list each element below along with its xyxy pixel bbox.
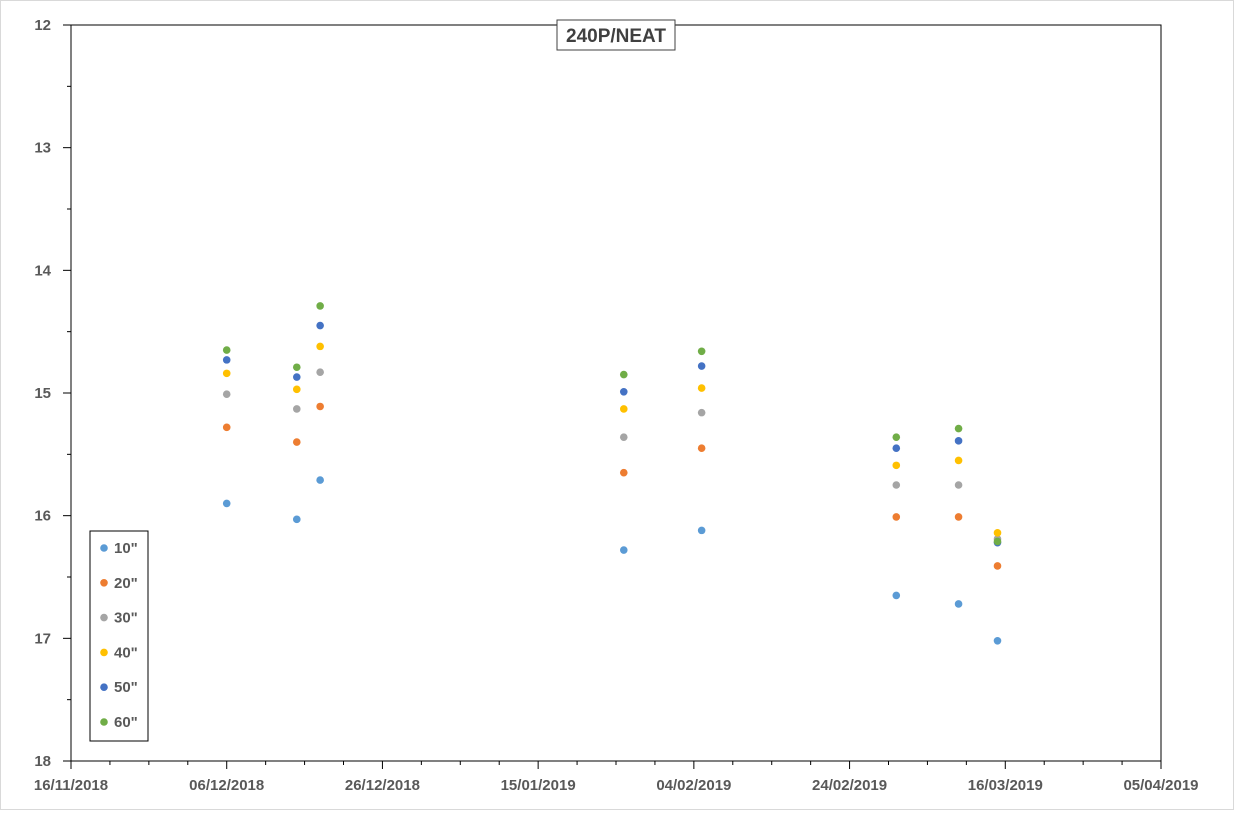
legend-marker bbox=[100, 613, 108, 622]
data-point bbox=[619, 433, 628, 441]
y-tick-label: 14 bbox=[34, 262, 51, 279]
legend-label: 50" bbox=[114, 679, 138, 696]
legend-label: 20" bbox=[114, 575, 138, 592]
data-point bbox=[993, 529, 1002, 537]
x-tick-label: 16/03/2019 bbox=[968, 777, 1043, 794]
data-point bbox=[892, 591, 901, 600]
data-point bbox=[892, 433, 901, 441]
data-point bbox=[222, 356, 231, 364]
legend-marker bbox=[100, 648, 108, 657]
x-axis-major-ticks bbox=[70, 761, 1162, 769]
legend-label: 10" bbox=[114, 540, 138, 557]
y-tick-label: 15 bbox=[34, 385, 51, 402]
data-point bbox=[316, 321, 324, 330]
y-axis-minor-ticks bbox=[67, 85, 71, 701]
y-tick-label: 16 bbox=[34, 508, 51, 525]
series-60in bbox=[222, 302, 1002, 546]
y-tick-label: 18 bbox=[34, 753, 51, 770]
data-point bbox=[316, 476, 324, 484]
y-tick-label: 12 bbox=[34, 17, 51, 34]
data-point bbox=[316, 342, 324, 351]
data-points bbox=[222, 302, 1002, 645]
y-tick-label: 17 bbox=[34, 630, 51, 647]
series-10in bbox=[222, 476, 1002, 645]
legend-frame bbox=[89, 530, 149, 742]
x-tick-label: 06/12/2018 bbox=[189, 777, 264, 794]
data-point bbox=[697, 347, 706, 356]
data-point bbox=[954, 600, 963, 608]
data-point bbox=[892, 513, 901, 521]
data-point bbox=[292, 363, 301, 372]
data-point bbox=[892, 461, 901, 470]
data-point bbox=[993, 537, 1002, 546]
data-point bbox=[292, 438, 301, 446]
legend-marker bbox=[100, 579, 108, 587]
data-point bbox=[892, 481, 901, 489]
chart-title-box: 240P/NEAT bbox=[556, 19, 676, 51]
data-point bbox=[619, 387, 628, 396]
data-point bbox=[316, 402, 324, 411]
x-tick-label: 16/11/2018 bbox=[34, 777, 108, 794]
y-tick-label: 13 bbox=[34, 140, 51, 157]
series-20in bbox=[222, 402, 1002, 570]
data-point bbox=[954, 513, 963, 521]
data-point bbox=[222, 390, 231, 399]
legend-marker bbox=[100, 718, 108, 726]
data-point bbox=[619, 468, 628, 477]
data-point bbox=[292, 373, 301, 381]
data-point bbox=[619, 370, 628, 379]
data-point bbox=[292, 405, 301, 413]
data-point bbox=[954, 481, 963, 489]
x-axis-minor-ticks bbox=[109, 761, 1123, 765]
data-point bbox=[697, 408, 706, 417]
legend-label: 40" bbox=[114, 644, 138, 661]
series-40in bbox=[222, 342, 1002, 537]
y-axis-tick-labels: 12 13 14 15 16 17 18 bbox=[34, 17, 51, 770]
legend-marker bbox=[100, 544, 108, 552]
data-point bbox=[222, 423, 231, 432]
data-point bbox=[619, 405, 628, 413]
x-tick-label: 26/12/2018 bbox=[345, 777, 420, 794]
x-tick-label: 15/01/2019 bbox=[501, 777, 576, 794]
data-point bbox=[697, 526, 706, 535]
data-point bbox=[892, 444, 901, 453]
y-axis-major-ticks bbox=[63, 24, 71, 762]
x-tick-label: 05/04/2019 bbox=[1123, 777, 1198, 794]
data-point bbox=[222, 499, 231, 508]
data-point bbox=[316, 368, 324, 376]
data-point bbox=[697, 444, 706, 453]
data-point bbox=[954, 437, 963, 445]
data-point bbox=[954, 456, 963, 465]
data-point bbox=[697, 362, 706, 370]
data-point bbox=[292, 385, 301, 394]
data-point bbox=[993, 636, 1002, 645]
data-point bbox=[316, 302, 324, 310]
legend-label: 30" bbox=[114, 610, 138, 627]
x-tick-label: 04/02/2019 bbox=[656, 777, 731, 794]
legend-label: 60" bbox=[114, 714, 138, 731]
data-point bbox=[619, 546, 628, 554]
data-point bbox=[697, 384, 706, 392]
data-point bbox=[954, 424, 963, 433]
x-axis-tick-labels: 16/11/2018 06/12/2018 26/12/2018 15/01/2019… bbox=[34, 777, 1199, 794]
data-point bbox=[222, 369, 231, 378]
data-point bbox=[222, 346, 231, 354]
legend-marker bbox=[100, 683, 108, 691]
data-point bbox=[292, 515, 301, 524]
title-frame bbox=[556, 19, 676, 51]
chart-title: 240P/NEAT bbox=[566, 26, 666, 47]
legend: 10" 20" 30" 40" 50" 60" bbox=[89, 530, 149, 742]
data-point bbox=[993, 562, 1002, 570]
x-tick-label: 24/02/2019 bbox=[812, 777, 887, 794]
